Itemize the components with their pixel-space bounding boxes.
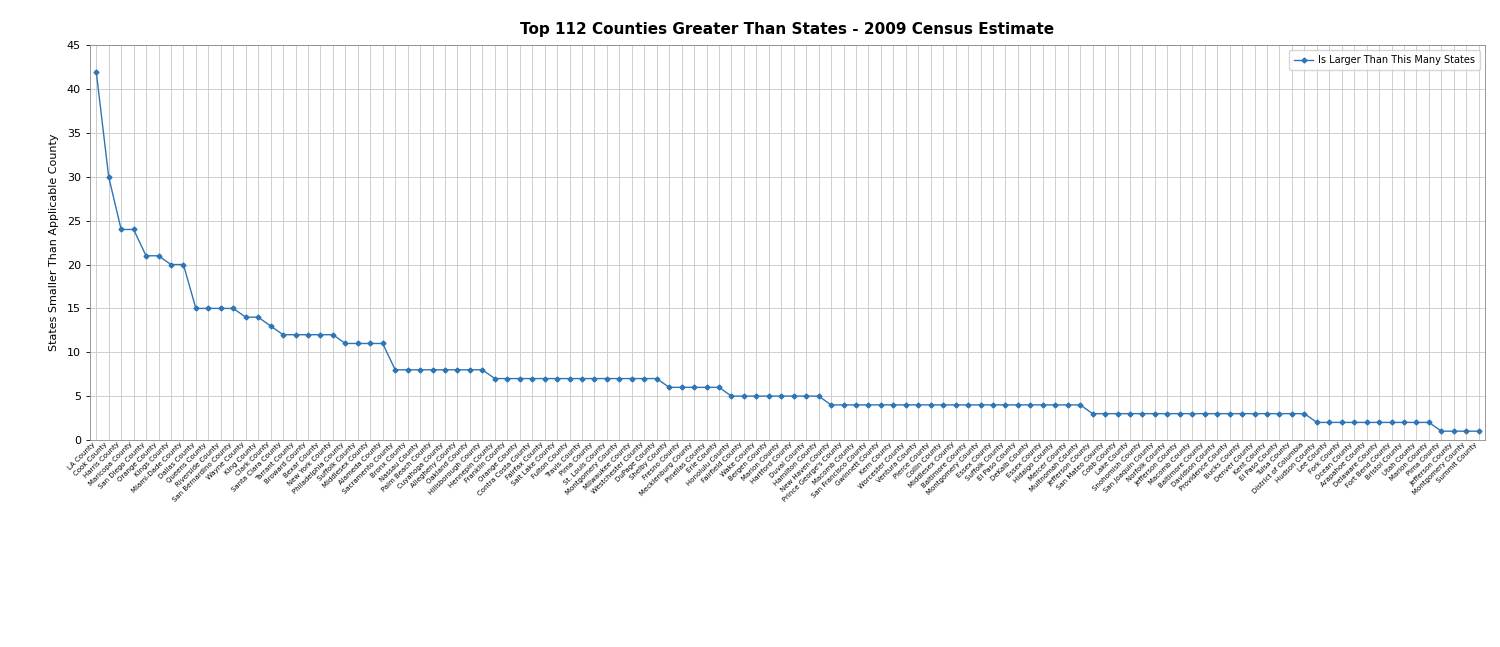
Is Larger Than This Many States	[1158, 410, 1176, 417]
Line: Is Larger Than This Many States: Is Larger Than This Many States	[94, 70, 1480, 433]
Is Larger Than This Many States	[87, 68, 105, 76]
Y-axis label: States Smaller Than Applicable County: States Smaller Than Applicable County	[48, 134, 58, 351]
Is Larger Than This Many States	[1432, 427, 1450, 435]
Is Larger Than This Many States	[573, 375, 591, 382]
Is Larger Than This Many States	[1420, 419, 1438, 426]
Legend: Is Larger Than This Many States: Is Larger Than This Many States	[1288, 50, 1480, 70]
Title: Top 112 Counties Greater Than States - 2009 Census Estimate: Top 112 Counties Greater Than States - 2…	[520, 22, 1054, 37]
Is Larger Than This Many States	[1022, 401, 1040, 409]
Is Larger Than This Many States	[859, 401, 877, 409]
Is Larger Than This Many States	[1470, 427, 1488, 435]
Is Larger Than This Many States	[1083, 410, 1101, 417]
